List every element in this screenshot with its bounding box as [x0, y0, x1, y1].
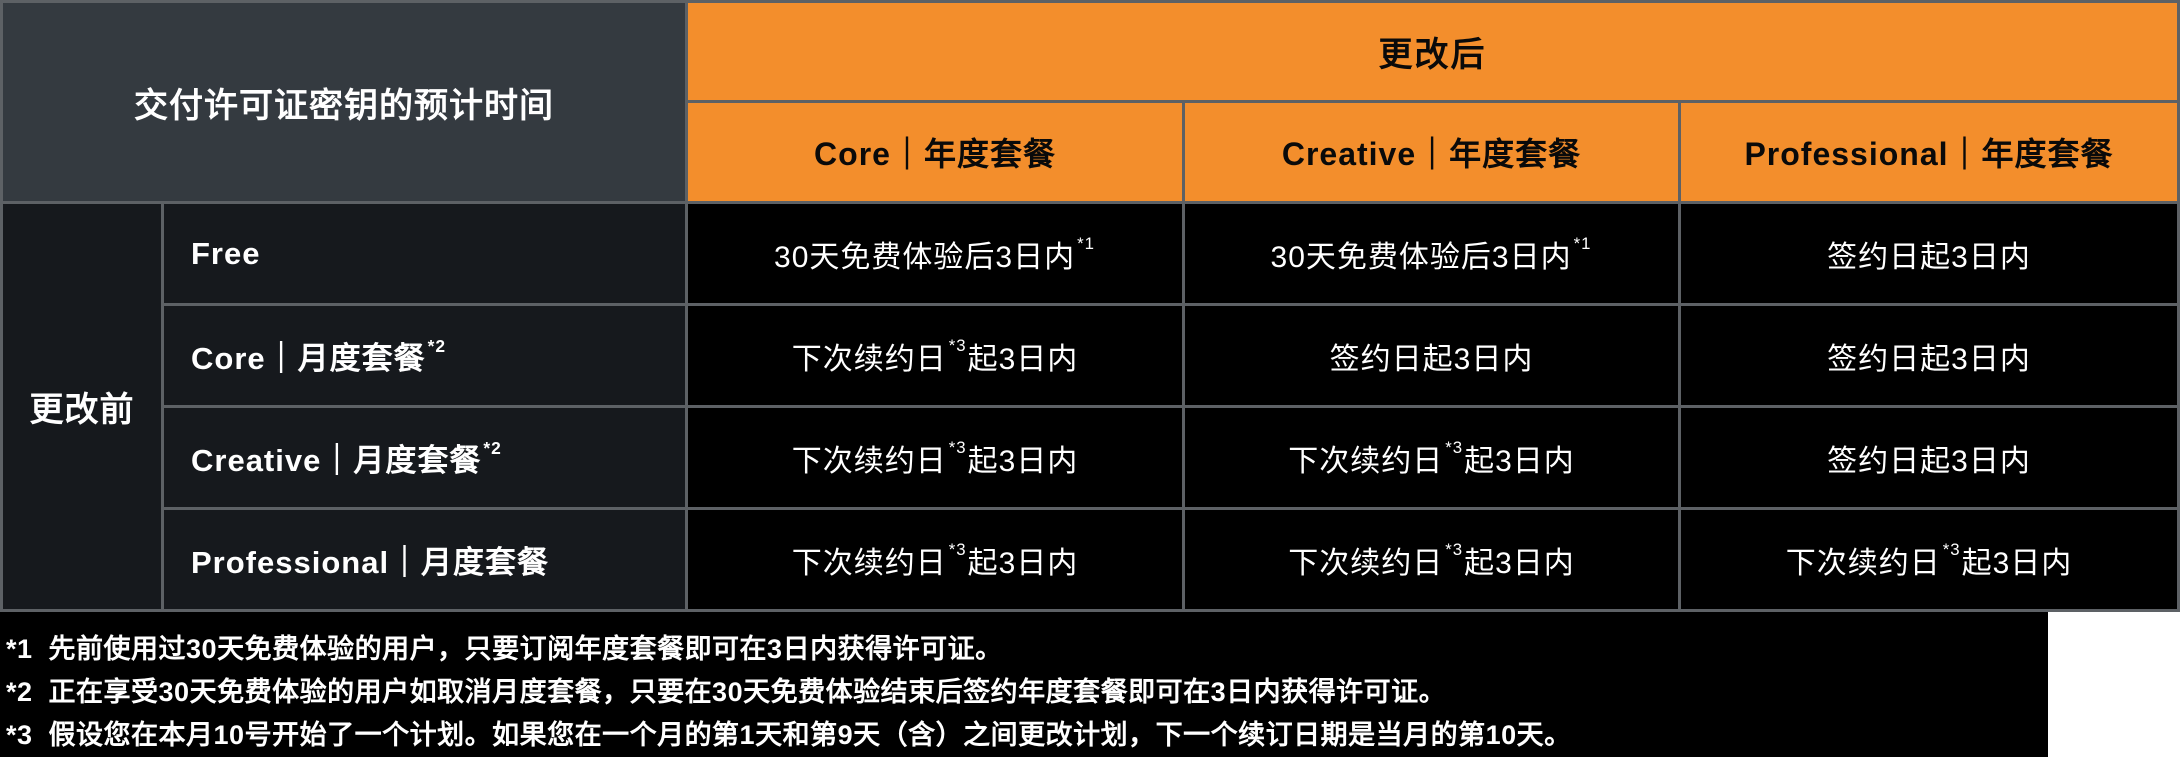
row-label: Core｜月度套餐 *2: [164, 306, 685, 405]
table-cell: 签约日起3日内: [1681, 408, 2177, 507]
table-cell: 下次续约日 *3 起3日内: [1185, 510, 1678, 609]
column-group-header-after-change: 更改后: [688, 3, 2177, 100]
footnote-text: 先前使用过30天免费体验的用户，只要订阅年度套餐即可在3日内获得许可证。: [48, 634, 1003, 664]
column-header-professional-annual: Professional｜年度套餐: [1681, 103, 2177, 201]
column-header-creative-annual: Creative｜年度套餐: [1185, 103, 1678, 201]
table-cell: 下次续约日 *3 起3日内: [1185, 408, 1678, 507]
license-delivery-table: 交付许可证密钥的预计时间 更改后 Core｜年度套餐 Creative｜年度套餐…: [0, 0, 2180, 612]
row-label: Creative｜月度套餐 *2: [164, 408, 685, 507]
footnote-marker: *1: [6, 634, 33, 664]
table-cell: 下次续约日 *3 起3日内: [688, 408, 1182, 507]
footnote-line: *1 先前使用过30天免费体验的用户，只要订阅年度套餐即可在3日内获得许可证。: [6, 628, 2038, 671]
footnote-marker: *2: [6, 677, 33, 707]
table-cell: 签约日起3日内: [1681, 306, 2177, 405]
table-corner-title: 交付许可证密钥的预计时间: [3, 3, 685, 201]
column-header-core-annual: Core｜年度套餐: [688, 103, 1182, 201]
footnote-line: *3 假设您在本月10号开始了一个计划。如果您在一个月的第1天和第9天（含）之间更…: [6, 714, 2038, 757]
table-cell: 30天免费体验后3日内 *1: [1185, 204, 1678, 303]
row-label: Free: [164, 204, 685, 303]
table-cell: 签约日起3日内: [1185, 306, 1678, 405]
footnotes-block: *1 先前使用过30天免费体验的用户，只要订阅年度套餐即可在3日内获得许可证。 *2…: [0, 612, 2048, 757]
footnote-text: 假设您在本月10号开始了一个计划。如果您在一个月的第1天和第9天（含）之间更改计…: [48, 720, 1572, 750]
table-cell: 30天免费体验后3日内 *1: [688, 204, 1182, 303]
footnote-text: 正在享受30天免费体验的用户如取消月度套餐，只要在30天免费体验结束后签约年度套…: [48, 677, 1447, 707]
table-cell: 下次续约日 *3 起3日内: [688, 510, 1182, 609]
footnote-line: *2 正在享受30天免费体验的用户如取消月度套餐，只要在30天免费体验结束后签约年…: [6, 671, 2038, 714]
table-cell: 下次续约日 *3 起3日内: [1681, 510, 2177, 609]
table-cell: 下次续约日 *3 起3日内: [688, 306, 1182, 405]
footnote-marker: *3: [6, 720, 33, 750]
row-label: Professional｜月度套餐: [164, 510, 685, 609]
table-cell: 签约日起3日内: [1681, 204, 2177, 303]
row-group-header-before-change: 更改前: [3, 204, 161, 609]
